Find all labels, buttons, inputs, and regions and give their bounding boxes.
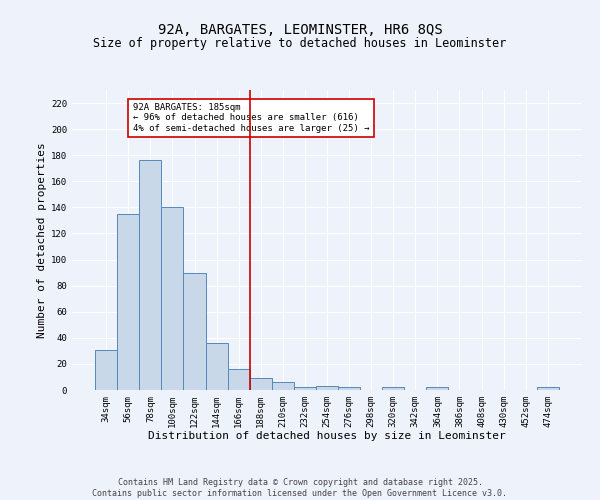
Bar [382,388,404,390]
Bar [250,378,272,390]
X-axis label: Distribution of detached houses by size in Leominster: Distribution of detached houses by size … [148,432,506,442]
Y-axis label: Number of detached properties: Number of detached properties [37,142,47,338]
Bar [139,160,161,390]
Text: 92A, BARGATES, LEOMINSTER, HR6 8QS: 92A, BARGATES, LEOMINSTER, HR6 8QS [158,22,442,36]
Bar [206,343,227,390]
Bar [161,208,184,390]
Text: Size of property relative to detached houses in Leominster: Size of property relative to detached ho… [94,38,506,51]
Bar [95,350,117,390]
Text: 92A BARGATES: 185sqm
← 96% of detached houses are smaller (616)
4% of semi-detac: 92A BARGATES: 185sqm ← 96% of detached h… [133,103,369,133]
Bar [537,388,559,390]
Bar [272,382,294,390]
Bar [227,369,250,390]
Bar [427,388,448,390]
Text: Contains HM Land Registry data © Crown copyright and database right 2025.
Contai: Contains HM Land Registry data © Crown c… [92,478,508,498]
Bar [316,386,338,390]
Bar [338,388,360,390]
Bar [294,388,316,390]
Bar [117,214,139,390]
Bar [184,272,206,390]
